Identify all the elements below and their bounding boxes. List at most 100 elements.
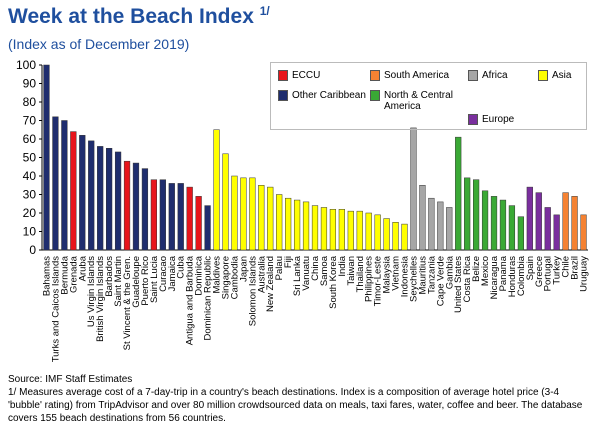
- subtitle: (Index as of December 2019): [8, 36, 190, 52]
- x-tick-label: Mauritius: [417, 256, 428, 295]
- bar: [455, 136, 462, 251]
- bar: [365, 212, 372, 251]
- x-tick-label: Turkey: [552, 256, 563, 285]
- x-tick-label: Indonesia: [400, 255, 411, 297]
- bar: [580, 214, 587, 251]
- x-tick-label: South Korea: [328, 255, 339, 309]
- x-tick-label: Antigua and Barbuda: [185, 255, 196, 345]
- legend-swatch: [278, 90, 288, 101]
- x-tick-label: Solomon Islands: [247, 256, 258, 326]
- bar: [231, 175, 238, 251]
- legend-swatch: [278, 70, 288, 81]
- bar: [302, 201, 310, 251]
- bar: [544, 207, 551, 251]
- bar: [473, 179, 480, 251]
- bar: [114, 151, 122, 251]
- x-tick-label: St Vincent & the Gren.: [122, 256, 133, 350]
- x-tick-label: Chile: [561, 256, 572, 278]
- bar: [392, 222, 399, 251]
- bar: [132, 162, 140, 251]
- bar: [329, 209, 337, 251]
- x-tick-label: Vanuatu: [301, 256, 312, 291]
- chart-title: Week at the Beach Index: [8, 5, 254, 28]
- bar: [374, 214, 381, 251]
- bar: [88, 140, 95, 251]
- y-tick-label: 50: [23, 151, 37, 165]
- bar: [499, 199, 507, 251]
- legend-swatch: [538, 70, 548, 81]
- x-tick-label: Barbados: [104, 256, 115, 297]
- bar: [177, 183, 184, 251]
- x-tick-label: Sri Lanka: [292, 255, 303, 296]
- x-tick-label: Saint Lucia: [149, 255, 160, 303]
- bar: [347, 210, 354, 251]
- bar: [79, 135, 86, 251]
- bar: [401, 223, 408, 251]
- bar: [240, 177, 247, 251]
- bar: [356, 210, 363, 251]
- bar: [106, 148, 113, 251]
- y-tick-label: 60: [23, 132, 37, 146]
- legend-label: Other Caribbean: [292, 90, 366, 101]
- x-tick-label: Dominica: [194, 255, 205, 295]
- x-tick-label: Belize: [471, 256, 482, 282]
- legend-swatch: [468, 114, 478, 125]
- bar: [446, 207, 453, 251]
- x-tick-label: Japan: [238, 256, 249, 282]
- x-tick-label: Honduras: [507, 256, 518, 297]
- bar: [43, 64, 50, 251]
- x-tick-label: Gambia: [444, 255, 455, 289]
- x-tick-label: Dominican Republic: [203, 256, 214, 341]
- x-tick-label: Curacao: [158, 256, 169, 292]
- bar: [70, 131, 77, 251]
- x-tick-label: Aruba: [77, 255, 88, 281]
- bar: [249, 177, 256, 251]
- x-tick-label: Seychelles: [408, 256, 419, 302]
- title-note: 1/: [259, 4, 270, 18]
- bar: [338, 209, 345, 251]
- source: Source: IMF Staff Estimates: [8, 374, 133, 385]
- x-tick-label: Greece: [534, 256, 545, 287]
- x-tick-label: Philippines: [364, 256, 375, 302]
- bar: [267, 186, 274, 251]
- legend-label: North & Central America: [384, 90, 453, 112]
- x-tick-label: Cape Verde: [435, 256, 446, 306]
- bar: [150, 179, 157, 251]
- x-tick-label: Cambodia: [229, 255, 240, 299]
- legend-label: Europe: [482, 114, 515, 125]
- y-tick-label: 10: [23, 225, 37, 239]
- y-tick-label: 100: [16, 58, 36, 72]
- bar: [419, 185, 426, 251]
- bar: [311, 205, 319, 251]
- bar: [320, 207, 328, 251]
- x-tick-label: Saint Martin: [113, 256, 124, 307]
- bar: [123, 160, 131, 251]
- bar: [464, 177, 471, 251]
- bar: [222, 153, 229, 251]
- bar: [159, 179, 166, 251]
- x-tick-label: Turks and Caicos Islands: [50, 256, 61, 363]
- bar: [553, 214, 560, 251]
- x-tick-label: Malaysia: [382, 255, 393, 293]
- bar: [168, 183, 175, 251]
- x-tick-label: British Virgin Islands: [95, 256, 106, 342]
- legend-box: [270, 62, 587, 130]
- bar: [535, 192, 542, 251]
- x-tick-label: Brazil: [570, 256, 581, 280]
- title-row: Week at the Beach Index 1/: [8, 4, 270, 29]
- x-tick-label: Bermuda: [59, 255, 70, 294]
- x-tick-label: Us Virgin Islands: [86, 256, 97, 327]
- bar: [195, 196, 202, 251]
- x-tick-label: India: [337, 255, 348, 276]
- x-tick-label: Portugal: [543, 256, 554, 291]
- x-tick-label: Thailand: [355, 256, 366, 292]
- x-tick-label: Costa Rica: [462, 255, 473, 302]
- bar: [141, 168, 149, 251]
- x-tick-label: Australia: [256, 255, 267, 293]
- y-tick-label: 90: [23, 77, 37, 91]
- x-tick-label: Grenada: [68, 255, 79, 293]
- x-tick-label: Timor-Leste: [373, 256, 384, 306]
- x-tick-label: Cuba: [176, 255, 187, 278]
- legend-label: Asia: [552, 70, 572, 81]
